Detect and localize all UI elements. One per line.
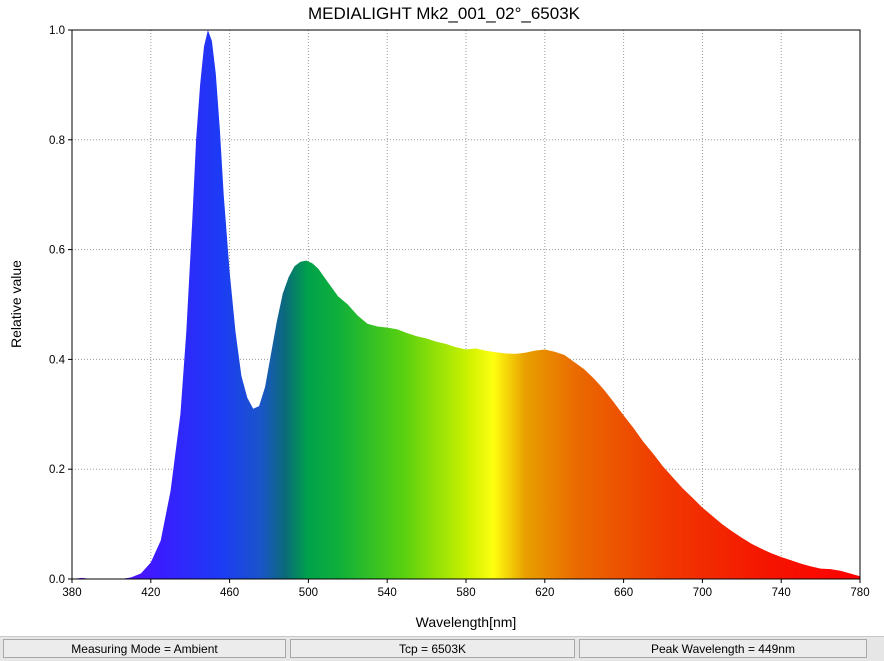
y-tick-label: 0.6 xyxy=(49,245,65,257)
axis-ticks: 380 420 460 500 540 580 620 660 700 740 780 0.0 0.2 0… xyxy=(49,25,870,599)
y-axis-label: Relative value xyxy=(8,260,24,348)
x-tick-label: 740 xyxy=(772,587,791,599)
x-tick-label: 660 xyxy=(614,587,633,599)
status-bar: Measuring Mode = Ambient Tcp = 6503K Pea… xyxy=(0,636,884,661)
peak-wavelength-status: Peak Wavelength = 449nm xyxy=(579,639,867,658)
x-tick-label: 700 xyxy=(693,587,712,599)
y-tick-label: 0.2 xyxy=(49,464,65,476)
x-tick-label: 540 xyxy=(378,587,397,599)
tcp-status: Tcp = 6503K xyxy=(290,639,575,658)
x-tick-label: 420 xyxy=(141,587,160,599)
x-tick-label: 460 xyxy=(220,587,239,599)
x-tick-label: 500 xyxy=(299,587,318,599)
x-tick-label: 380 xyxy=(62,587,81,599)
x-tick-label: 780 xyxy=(850,587,869,599)
y-tick-label: 0.8 xyxy=(49,135,65,147)
x-axis-label: Wavelength[nm] xyxy=(416,614,517,630)
x-tick-label: 580 xyxy=(456,587,475,599)
y-tick-label: 0.0 xyxy=(49,574,65,586)
y-tick-label: 0.4 xyxy=(49,354,66,366)
x-tick-label: 620 xyxy=(535,587,554,599)
spectrum-area xyxy=(72,30,860,579)
measuring-mode-status: Measuring Mode = Ambient xyxy=(3,639,286,658)
spectrum-chart: MEDIALIGHT Mk2_001_02°_6503K 380 420 460 50… xyxy=(8,4,870,630)
y-tick-label: 1.0 xyxy=(49,25,65,37)
chart-title: MEDIALIGHT Mk2_001_02°_6503K xyxy=(308,4,581,23)
